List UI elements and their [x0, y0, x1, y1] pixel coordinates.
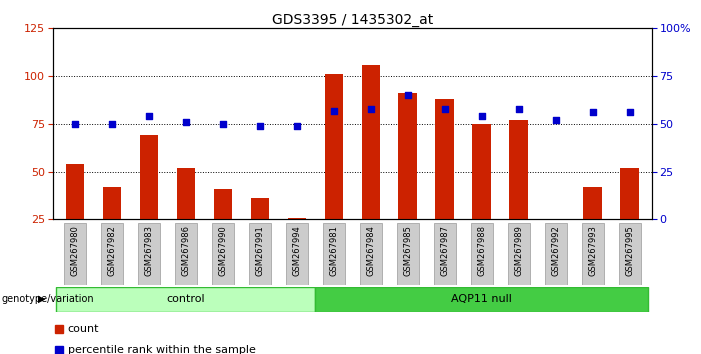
Bar — [212, 223, 234, 285]
Point — [550, 117, 562, 123]
Bar — [472, 124, 491, 219]
Bar — [287, 218, 306, 219]
Text: GSM267982: GSM267982 — [107, 225, 116, 276]
Bar — [249, 223, 271, 285]
Bar — [510, 120, 528, 219]
Bar — [101, 223, 123, 285]
Bar — [137, 223, 160, 285]
Text: ▶: ▶ — [38, 294, 46, 304]
Bar — [102, 187, 121, 219]
Text: GSM267983: GSM267983 — [144, 225, 154, 276]
Point — [254, 123, 266, 129]
Bar — [360, 223, 382, 285]
Bar — [470, 223, 493, 285]
Point — [328, 108, 339, 113]
Point — [624, 110, 635, 115]
Point — [217, 121, 229, 127]
Text: control: control — [166, 294, 205, 304]
Bar — [325, 74, 343, 219]
Text: count: count — [67, 324, 99, 334]
Bar — [214, 189, 232, 219]
Text: GSM267995: GSM267995 — [625, 225, 634, 276]
Point — [439, 106, 450, 112]
Point — [513, 106, 524, 112]
Bar — [620, 168, 639, 219]
Bar — [175, 223, 197, 285]
Bar — [582, 223, 604, 285]
Bar — [545, 223, 567, 285]
Point — [365, 106, 376, 112]
Bar — [56, 287, 315, 312]
Text: GSM267989: GSM267989 — [515, 225, 523, 276]
Point — [291, 123, 302, 129]
Text: GSM267980: GSM267980 — [70, 225, 79, 276]
Text: GSM267984: GSM267984 — [366, 225, 375, 276]
Text: GSM267987: GSM267987 — [440, 225, 449, 276]
Bar — [65, 164, 84, 219]
Bar — [64, 223, 86, 285]
Bar — [397, 223, 418, 285]
Text: GSM267990: GSM267990 — [218, 225, 227, 276]
Bar — [286, 223, 308, 285]
Bar — [434, 223, 456, 285]
Text: GSM267992: GSM267992 — [551, 225, 560, 276]
Point — [587, 110, 599, 115]
Point — [143, 113, 154, 119]
Text: genotype/variation: genotype/variation — [1, 294, 94, 304]
Bar — [583, 187, 602, 219]
Point — [476, 113, 487, 119]
Text: GSM267991: GSM267991 — [255, 225, 264, 276]
Text: GSM267994: GSM267994 — [292, 225, 301, 276]
Bar — [177, 168, 195, 219]
Bar — [435, 99, 454, 219]
Bar — [362, 65, 380, 219]
Title: GDS3395 / 1435302_at: GDS3395 / 1435302_at — [271, 13, 433, 27]
Text: AQP11 null: AQP11 null — [451, 294, 512, 304]
Point — [180, 119, 191, 125]
Text: GSM267988: GSM267988 — [477, 225, 486, 276]
Bar — [139, 135, 158, 219]
Bar — [547, 219, 565, 229]
Text: GSM267986: GSM267986 — [182, 225, 190, 276]
Bar — [322, 223, 345, 285]
Text: percentile rank within the sample: percentile rank within the sample — [67, 346, 255, 354]
Point — [69, 121, 81, 127]
Point — [106, 121, 117, 127]
Bar — [398, 93, 417, 219]
Text: GSM267981: GSM267981 — [329, 225, 339, 276]
Bar — [508, 223, 530, 285]
Text: GSM267993: GSM267993 — [588, 225, 597, 276]
Bar — [619, 223, 641, 285]
Bar — [315, 287, 648, 312]
Bar — [250, 199, 269, 219]
Point — [402, 92, 414, 98]
Text: GSM267985: GSM267985 — [403, 225, 412, 276]
